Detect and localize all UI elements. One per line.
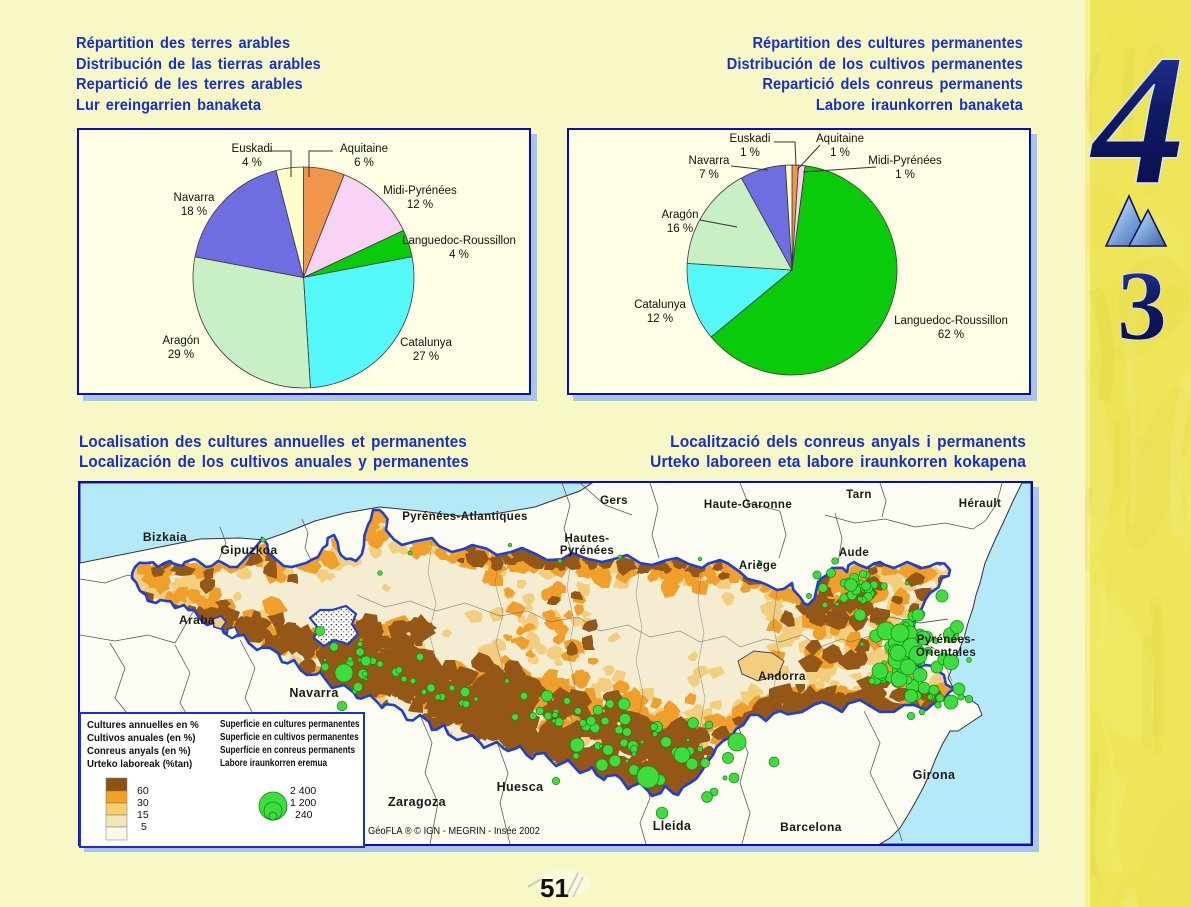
svg-text:Catalunya: Catalunya xyxy=(634,299,686,311)
svg-text:12 %: 12 % xyxy=(647,313,673,325)
svg-text:Haute-Garonne: Haute-Garonne xyxy=(704,499,792,511)
svg-text:62 %: 62 % xyxy=(938,329,964,341)
svg-text:4: 4 xyxy=(1089,15,1186,224)
svg-text:Hautes-: Hautes- xyxy=(565,533,610,545)
svg-text:5: 5 xyxy=(141,821,147,833)
svg-text:3: 3 xyxy=(1117,250,1167,361)
svg-text:29 %: 29 % xyxy=(168,349,194,361)
svg-text:30: 30 xyxy=(137,797,149,809)
svg-text:Euskadi: Euskadi xyxy=(730,133,771,145)
svg-text:51: 51 xyxy=(540,873,569,903)
svg-text:Navarra: Navarra xyxy=(289,686,339,700)
svg-text:Pyrénées-Atlantiques: Pyrénées-Atlantiques xyxy=(402,511,528,523)
svg-text:Hérault: Hérault xyxy=(959,498,1001,510)
svg-text:4 %: 4 % xyxy=(449,249,469,261)
svg-text:18 %: 18 % xyxy=(181,206,207,218)
svg-text:Aquitaine: Aquitaine xyxy=(816,133,864,145)
svg-text:1 200: 1 200 xyxy=(290,797,316,809)
svg-text:240: 240 xyxy=(295,809,313,821)
svg-text:Pyrénées-: Pyrénées- xyxy=(917,634,976,646)
svg-text:6 %: 6 % xyxy=(354,157,374,169)
svg-text:Barcelona: Barcelona xyxy=(780,820,842,834)
svg-text:16 %: 16 % xyxy=(667,223,693,235)
svg-text:Girona: Girona xyxy=(913,768,956,782)
svg-text:Zaragoza: Zaragoza xyxy=(388,795,447,809)
svg-text:Languedoc-Roussillon: Languedoc-Roussillon xyxy=(402,235,516,247)
svg-text:Languedoc-Roussillon: Languedoc-Roussillon xyxy=(894,315,1008,327)
svg-text:4 %: 4 % xyxy=(242,157,262,169)
svg-text:Andorra: Andorra xyxy=(758,671,806,683)
svg-text:1 %: 1 % xyxy=(740,147,760,159)
svg-text:Aquitaine: Aquitaine xyxy=(340,143,388,155)
svg-text:27 %: 27 % xyxy=(413,351,439,363)
svg-text:Navarra: Navarra xyxy=(689,155,731,167)
svg-text:2 400: 2 400 xyxy=(290,785,316,797)
svg-text:Gers: Gers xyxy=(600,495,628,507)
svg-text:Tarn: Tarn xyxy=(846,489,872,501)
svg-text:1 %: 1 % xyxy=(895,169,915,181)
svg-text:Navarra: Navarra xyxy=(174,192,216,204)
svg-text:12 %: 12 % xyxy=(407,199,433,211)
svg-text:Aragón: Aragón xyxy=(162,335,199,347)
svg-text:Gipuzkoa: Gipuzkoa xyxy=(220,543,277,557)
svg-text:Bizkaia: Bizkaia xyxy=(143,530,187,544)
svg-text:Euskadi: Euskadi xyxy=(232,143,273,155)
svg-text:Aude: Aude xyxy=(839,547,869,559)
svg-text:7 %: 7 % xyxy=(699,169,719,181)
svg-text:Lleida: Lleida xyxy=(653,819,692,833)
svg-text:Aragón: Aragón xyxy=(661,209,698,221)
svg-text:15: 15 xyxy=(137,809,149,821)
svg-text:Huesca: Huesca xyxy=(497,780,545,794)
svg-text:1 %: 1 % xyxy=(830,147,850,159)
svg-text:Araba: Araba xyxy=(179,613,215,627)
svg-text:Orientales: Orientales xyxy=(916,647,976,659)
svg-text:Ariège: Ariège xyxy=(739,560,777,572)
svg-text:Pyrénées: Pyrénées xyxy=(560,545,614,557)
svg-text:Catalunya: Catalunya xyxy=(400,337,452,349)
svg-text:Midi-Pyrénées: Midi-Pyrénées xyxy=(868,155,942,167)
svg-text:60: 60 xyxy=(137,785,149,797)
svg-text:Midi-Pyrénées: Midi-Pyrénées xyxy=(383,185,457,197)
